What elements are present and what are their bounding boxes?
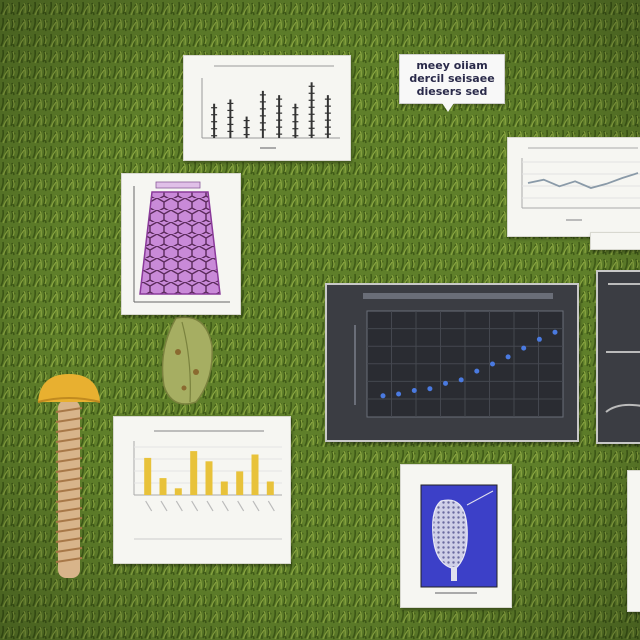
bubble-line-1: meey oiiam <box>416 59 488 72</box>
yellow-bar-chart <box>133 430 282 540</box>
scatter-point <box>443 380 448 386</box>
side-panel-figure <box>605 283 640 413</box>
scatter-point <box>427 386 433 392</box>
tick-label-line <box>206 500 214 512</box>
bar <box>159 478 167 495</box>
line-chart-card <box>507 137 640 237</box>
leaf-specimen <box>161 316 213 405</box>
paper-edge-right <box>627 470 640 612</box>
honeycomb-legend <box>155 181 201 189</box>
bar <box>144 457 152 495</box>
honeycomb-card <box>121 173 241 315</box>
bar <box>266 481 274 495</box>
bar <box>190 451 198 495</box>
speech-bubble-tail <box>442 103 454 112</box>
bubble-line-3: diesers sed <box>416 85 488 98</box>
scatter-point <box>536 336 542 342</box>
scatter-point <box>521 345 527 351</box>
scatter-point <box>505 354 511 360</box>
bar-chart-card <box>183 55 351 161</box>
scatter-chart-panel <box>325 283 579 442</box>
scatter-chart <box>354 293 564 418</box>
scatter-point <box>474 368 480 374</box>
tick-label-line <box>267 500 275 512</box>
scatter-point <box>380 393 386 399</box>
bubble-line-2: dercil seisaee <box>409 72 495 85</box>
side-dark-panel <box>596 270 640 444</box>
tick-label-line <box>252 500 260 512</box>
blue-specimen-card <box>400 464 512 608</box>
honeycomb-figure <box>133 181 230 303</box>
scatter-point <box>458 377 464 383</box>
bar-chart <box>201 65 340 149</box>
specimen-stem <box>451 567 457 581</box>
panel-curve <box>605 403 640 413</box>
tick-label-line <box>237 500 245 512</box>
speech-bubble: meey oiiam dercil seisaee diesers sed <box>399 54 505 104</box>
chart-header-bar <box>363 293 553 299</box>
yellow-bar-chart-card <box>113 416 291 564</box>
bar <box>205 461 213 496</box>
callout-line <box>466 490 494 506</box>
scatter-point <box>552 329 558 335</box>
tick-label-line <box>145 500 153 512</box>
scatter-point <box>490 361 495 367</box>
bar <box>251 454 259 495</box>
honeycomb-shape <box>139 191 221 295</box>
scatter-point <box>411 388 417 393</box>
line-chart <box>521 147 640 221</box>
tick-label-line <box>175 500 183 512</box>
mushroom-figure <box>37 374 101 578</box>
bar <box>174 488 182 496</box>
paper-under-line-chart <box>590 232 640 250</box>
tick-label-line <box>191 500 199 512</box>
specimen-figure <box>420 484 498 594</box>
bar <box>220 481 228 495</box>
bar <box>236 471 244 495</box>
tick-label-line <box>221 500 229 512</box>
scatter-point <box>396 391 402 397</box>
tick-label-line <box>160 500 168 512</box>
series-line <box>527 172 639 189</box>
